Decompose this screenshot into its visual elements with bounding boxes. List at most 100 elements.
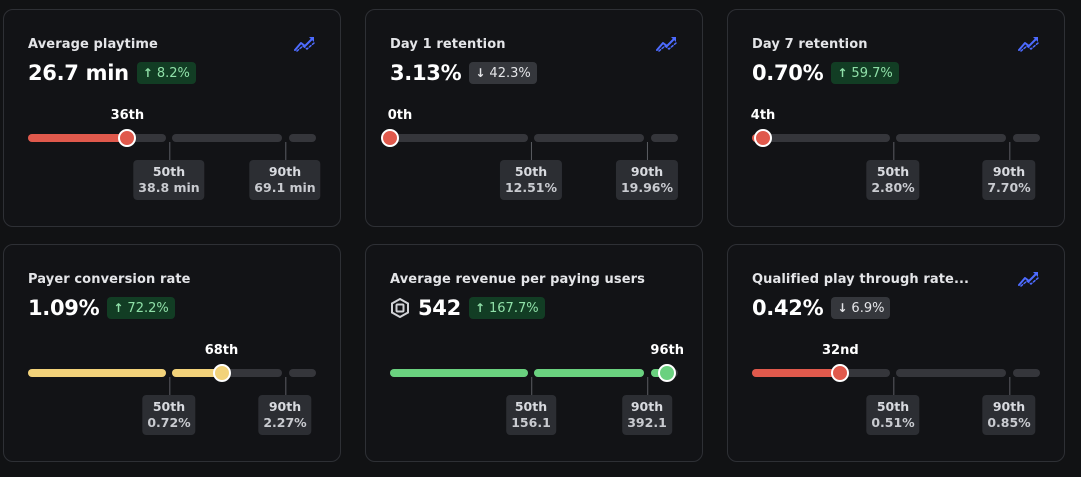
track-segment	[390, 134, 528, 142]
metric-card[interactable]: Day 7 retention 0.70% ↑ 59.7% 4th 50th 2.80% 9…	[727, 9, 1065, 227]
benchmark-value: 0.72%	[147, 415, 191, 430]
percentile-track: 0th	[381, 108, 678, 147]
track-segment	[896, 369, 1006, 377]
benchmark-rank: 50th	[876, 399, 910, 414]
benchmark-rank: 90th	[630, 164, 664, 179]
benchmark-value: 7.70%	[987, 180, 1031, 195]
robux-icon	[391, 298, 409, 318]
trend-chart-icon[interactable]	[1018, 36, 1040, 52]
benchmark-value: 38.8 min	[138, 180, 200, 195]
benchmark-value: 156.1	[511, 415, 551, 430]
percentile-marker[interactable]	[831, 364, 850, 382]
track-fill	[28, 369, 166, 377]
track-segment	[752, 134, 890, 142]
delta-badge: ↑ 8.2%	[136, 62, 196, 84]
metric-title: Qualified play through rate...	[752, 272, 970, 287]
metric-title: Average revenue per paying users	[390, 272, 646, 287]
benchmark-rank: 90th	[992, 399, 1026, 414]
trend-chart-icon[interactable]	[1018, 271, 1040, 287]
benchmark-rank: 50th	[514, 399, 548, 414]
trend-chart-icon[interactable]	[656, 36, 678, 52]
benchmark-rank: 90th	[268, 164, 302, 179]
track-segment	[28, 134, 166, 142]
track-segment	[752, 369, 890, 377]
metric-card[interactable]: Qualified play through rate... 0.42% ↓ 6.9…	[727, 244, 1065, 462]
percentile-marker[interactable]	[212, 364, 231, 382]
metric-value-row: 0.42% ↓ 6.9%	[752, 295, 891, 321]
percentile-track: 96th	[390, 343, 684, 382]
benchmark-rank: 50th	[152, 399, 186, 414]
track-segment	[651, 134, 678, 142]
benchmark-p90: 90th 69.1 min	[249, 142, 321, 200]
delta-value: 8.2%	[156, 65, 190, 81]
delta-value: 167.7%	[489, 300, 539, 316]
benchmark-p90: 90th 0.85%	[982, 377, 1036, 435]
metric-card[interactable]: Average playtime 26.7 min ↑ 8.2% 36th 50th 38…	[3, 9, 341, 227]
benchmark-value: 12.51%	[504, 180, 558, 195]
benchmark-value: 0.51%	[871, 415, 915, 430]
metric-value: 542	[418, 296, 461, 320]
arrow-down-icon: ↓	[475, 66, 486, 80]
benchmark-p50: 50th 38.8 min	[133, 142, 205, 200]
benchmark-value: 69.1 min	[254, 180, 316, 195]
percentile-marker[interactable]	[118, 129, 137, 147]
benchmark-rank: 50th	[876, 164, 910, 179]
benchmark-p90: 90th 19.96%	[615, 142, 679, 200]
percentile-track: 68th	[28, 343, 316, 382]
metric-title: Day 7 retention	[752, 37, 868, 52]
metric-value-row: 26.7 min ↑ 8.2%	[28, 60, 196, 86]
metric-value: 1.09%	[28, 296, 100, 320]
benchmark-p50: 50th 12.51%	[499, 142, 563, 200]
delta-value: 72.2%	[127, 300, 169, 316]
track-fill	[390, 369, 528, 377]
benchmark-value: 19.96%	[620, 180, 674, 195]
metric-value-row: 542 ↑ 167.7%	[390, 295, 545, 321]
metric-title: Day 1 retention	[390, 37, 506, 52]
benchmark-p50: 50th 2.80%	[866, 142, 920, 200]
percentile-label: 0th	[387, 108, 413, 123]
track-segment	[534, 134, 644, 142]
arrow-up-icon: ↑	[142, 66, 153, 80]
metric-card[interactable]: Average revenue per paying users 542 ↑ 167…	[365, 244, 703, 462]
benchmark-value: 2.27%	[263, 415, 307, 430]
percentile-label: 4th	[750, 108, 776, 123]
benchmark-p90: 90th 392.1	[622, 377, 672, 435]
metric-value: 0.70%	[752, 61, 824, 85]
benchmark-p50: 50th 0.72%	[142, 377, 196, 435]
track-segment	[172, 134, 282, 142]
percentile-marker[interactable]	[381, 129, 399, 147]
percentile-marker[interactable]	[754, 129, 773, 147]
metric-card[interactable]: Day 1 retention 3.13% ↓ 42.3% 0th 50th 12.51%…	[365, 9, 703, 227]
delta-badge: ↑ 167.7%	[468, 297, 545, 319]
track-segment	[1013, 369, 1040, 377]
track-segment	[289, 369, 316, 377]
benchmark-rank: 50th	[152, 164, 186, 179]
percentile-label: 96th	[650, 343, 684, 358]
metric-value-row: 0.70% ↑ 59.7%	[752, 60, 899, 86]
delta-value: 42.3%	[489, 65, 531, 81]
percentile-track: 32nd	[752, 343, 1040, 382]
percentile-label: 68th	[204, 343, 239, 358]
percentile-marker[interactable]	[658, 364, 677, 382]
benchmark-rank: 90th	[268, 399, 302, 414]
track-fill	[752, 369, 841, 377]
metric-card[interactable]: Payer conversion rate 1.09% ↑ 72.2% 68th 50th…	[3, 244, 341, 462]
benchmark-p90: 90th 7.70%	[982, 142, 1036, 200]
track-segment	[534, 369, 644, 377]
metric-value: 3.13%	[390, 61, 462, 85]
metric-value: 0.42%	[752, 296, 824, 320]
trend-chart-icon[interactable]	[294, 36, 316, 52]
track-segment	[289, 134, 316, 142]
percentile-track: 4th	[751, 108, 1040, 147]
arrow-down-icon: ↓	[837, 301, 848, 315]
benchmark-value: 2.80%	[871, 180, 915, 195]
delta-badge: ↑ 72.2%	[107, 297, 175, 319]
benchmark-rank: 90th	[992, 164, 1026, 179]
track-segment	[1013, 134, 1040, 142]
benchmark-rank: 90th	[630, 399, 664, 414]
percentile-label: 36th	[110, 108, 145, 123]
percentile-track: 36th	[28, 108, 316, 147]
benchmark-value: 392.1	[627, 415, 667, 430]
delta-badge: ↑ 59.7%	[831, 62, 899, 84]
